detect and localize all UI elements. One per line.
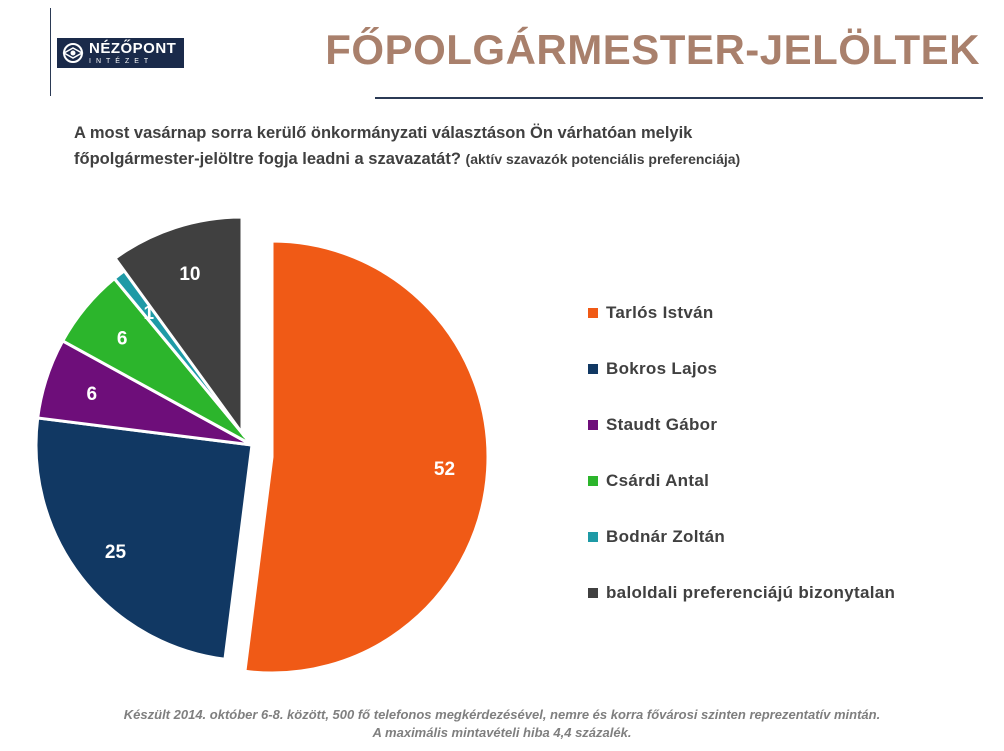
pie-slice-baloldali-preferenciaju-bizonytalan [112,215,244,438]
legend-swatch [588,532,598,542]
footer-line-1: Készült 2014. október 6-8. között, 500 f… [123,707,881,722]
data-label-csardi-antal: 6 [117,329,128,350]
pie-slice-bokros-lajos [34,416,254,661]
data-label-tarlos-istvan: 52 [434,459,455,480]
legend-label: Tarlós István [606,303,714,322]
footer-line-2: A maximális mintavételi hiba 4,4 százalé… [372,725,632,740]
legend-item-staudt-gabor: Staudt Gábor [588,397,895,453]
page-title: FŐPOLGÁRMESTER-JELÖLTEK [325,26,980,73]
chart-legend: Tarlós István Bokros Lajos Staudt Gábor Csá… [588,285,895,621]
question-note: (aktív szavazók potenciális preferenciáj… [465,151,741,167]
pie-slice-tarlos-istvan [243,239,490,675]
eye-logo-icon [62,43,84,63]
survey-question: A most vasárnap sorra kerülő önkormányza… [74,120,874,172]
logo-name: NÉZŐPONT [89,40,177,57]
nezopont-logo: NÉZŐPONT INTÉZET [57,38,184,68]
question-line-1: A most vasárnap sorra kerülő önkormányza… [74,124,693,142]
data-label-baloldali-preferenciaju-bizonytalan: 10 [179,264,200,285]
legend-swatch [588,420,598,430]
legend-label: Bodnár Zoltán [606,527,726,546]
legend-item-tarlos-istvan: Tarlós István [588,285,895,341]
methodology-footer: Készült 2014. október 6-8. között, 500 f… [0,706,1004,742]
legend-swatch [588,308,598,318]
legend-item-bodnar-zoltan: Bodnár Zoltán [588,509,895,565]
logo-subtitle: INTÉZET [89,58,154,65]
legend-swatch [588,476,598,486]
data-label-bodnar-zoltan: 1 [143,303,154,324]
legend-label: Csárdi Antal [606,471,710,490]
legend-swatch [588,364,598,374]
legend-label: Bokros Lajos [606,359,718,378]
question-line-2: főpolgármester-jelöltre fogja leadni a s… [74,146,874,172]
legend-item-baloldali-preferenciaju-bizonytalan: baloldali preferenciájú bizonytalan [588,565,895,621]
data-label-bokros-lajos: 25 [105,542,127,563]
title-underline [375,97,983,99]
legend-swatch [588,588,598,598]
legend-item-bokros-lajos: Bokros Lajos [588,341,895,397]
legend-label: Staudt Gábor [606,415,718,434]
header-divider-vertical [50,8,51,96]
legend-label: baloldali preferenciájú bizonytalan [606,583,896,602]
data-label-staudt-gabor: 6 [86,384,97,405]
legend-item-csardi-antal: Csárdi Antal [588,453,895,509]
question-line-2-text: főpolgármester-jelöltre fogja leadni a s… [74,150,461,168]
